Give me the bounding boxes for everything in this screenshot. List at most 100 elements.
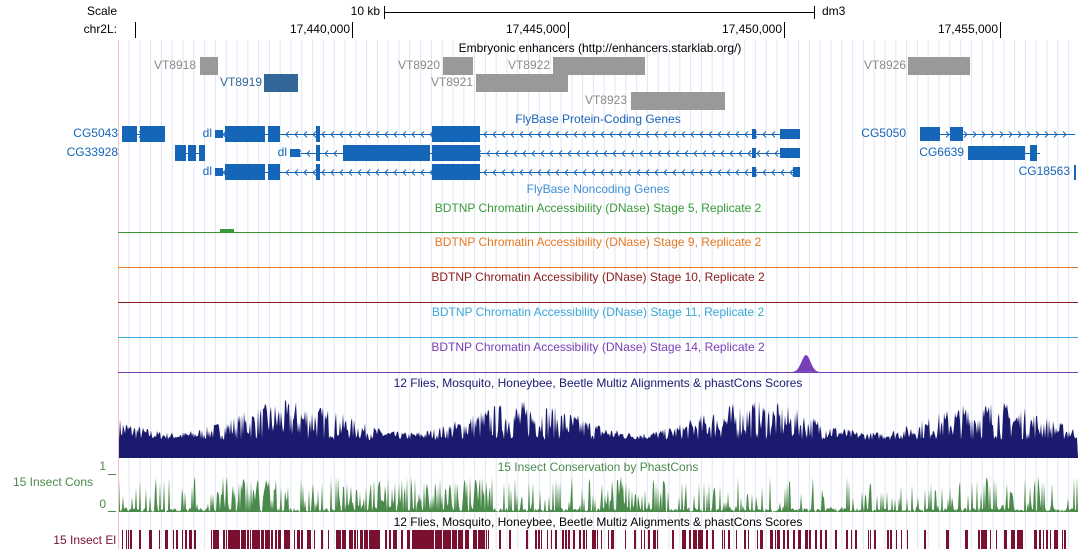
strand-arrow — [999, 131, 1004, 138]
strand-arrow — [666, 150, 671, 157]
strand-arrow — [402, 169, 407, 176]
element — [258, 530, 259, 549]
element — [248, 530, 249, 549]
element — [244, 530, 246, 549]
element — [541, 530, 542, 549]
exon — [752, 129, 756, 139]
strand-arrow — [702, 150, 707, 157]
element — [483, 530, 485, 549]
strand-arrow — [612, 150, 617, 157]
enhancer-block — [908, 57, 970, 75]
element — [981, 530, 983, 549]
track-title: FlyBase Protein-Coding Genes — [515, 112, 680, 126]
element — [177, 530, 178, 549]
element — [1019, 530, 1021, 549]
element — [214, 530, 215, 549]
strand-arrow — [747, 150, 752, 157]
element — [1039, 530, 1040, 549]
strand-arrow — [609, 131, 614, 138]
strand-arrow — [594, 150, 599, 157]
strand-arrow — [324, 150, 329, 157]
element — [450, 530, 451, 549]
strand-arrow — [540, 150, 545, 157]
enhancer-block — [631, 92, 725, 110]
signal-peak — [790, 355, 820, 372]
track-title: BDTNP Chromatin Accessibility (DNase) St… — [432, 305, 765, 319]
strand-arrow — [744, 169, 749, 176]
strand-arrow — [600, 169, 605, 176]
element — [128, 530, 129, 549]
strand-arrow — [564, 169, 569, 176]
element — [272, 530, 273, 549]
element — [896, 530, 897, 549]
strand-arrow — [657, 150, 662, 157]
strand-arrow — [411, 131, 416, 138]
element — [378, 530, 380, 549]
element — [901, 530, 902, 549]
strand-arrow — [558, 150, 563, 157]
element — [555, 530, 557, 549]
element — [389, 530, 391, 549]
element — [337, 530, 338, 549]
strand-arrow — [519, 131, 524, 138]
element — [783, 530, 785, 549]
side-label: 15 Insect Cons — [13, 475, 93, 489]
element — [488, 530, 489, 549]
strand-arrow — [504, 150, 509, 157]
signal-peak — [220, 229, 234, 232]
exon — [950, 127, 963, 141]
element — [299, 530, 300, 549]
element — [419, 530, 421, 549]
exon — [175, 145, 186, 161]
element — [580, 530, 581, 549]
conserved-elements — [122, 530, 1066, 549]
element — [855, 530, 856, 549]
element — [835, 530, 837, 549]
strand-arrow — [339, 131, 344, 138]
strand-arrow — [402, 131, 407, 138]
element — [770, 530, 771, 549]
element — [351, 530, 352, 549]
strand-arrow — [510, 131, 515, 138]
element — [458, 530, 460, 549]
strand-arrow — [639, 150, 644, 157]
element — [474, 530, 476, 549]
element — [231, 530, 232, 549]
element — [825, 530, 827, 549]
strand-arrow — [603, 150, 608, 157]
element — [613, 530, 614, 549]
strand-arrow — [375, 169, 380, 176]
element — [446, 530, 448, 549]
element — [583, 530, 584, 549]
element — [441, 530, 442, 549]
exon — [780, 129, 800, 139]
strand-arrow — [303, 131, 308, 138]
strand-arrow — [945, 131, 950, 138]
element — [1050, 530, 1051, 549]
exon — [752, 148, 756, 158]
strand-arrow — [411, 169, 416, 176]
strand-arrow — [654, 131, 659, 138]
track-title: FlyBase Noncoding Genes — [527, 182, 670, 196]
strand-arrow — [294, 131, 299, 138]
element — [423, 530, 424, 549]
track-title: BDTNP Chromatin Accessibility (DNase) St… — [435, 235, 762, 249]
strand-arrow — [720, 150, 725, 157]
element — [700, 530, 701, 549]
element — [437, 530, 439, 549]
strand-arrow — [609, 169, 614, 176]
strand-arrow — [366, 131, 371, 138]
element — [689, 530, 691, 549]
element — [218, 530, 219, 549]
strand-arrow — [756, 150, 761, 157]
strand-arrow — [366, 169, 371, 176]
element — [436, 530, 437, 549]
element — [402, 530, 403, 549]
element — [357, 530, 358, 549]
assembly-label: dm3 — [822, 4, 846, 18]
element — [412, 530, 414, 549]
strand-arrow — [735, 169, 740, 176]
strand-arrow — [321, 169, 326, 176]
strand-arrow — [573, 131, 578, 138]
element — [182, 530, 183, 549]
